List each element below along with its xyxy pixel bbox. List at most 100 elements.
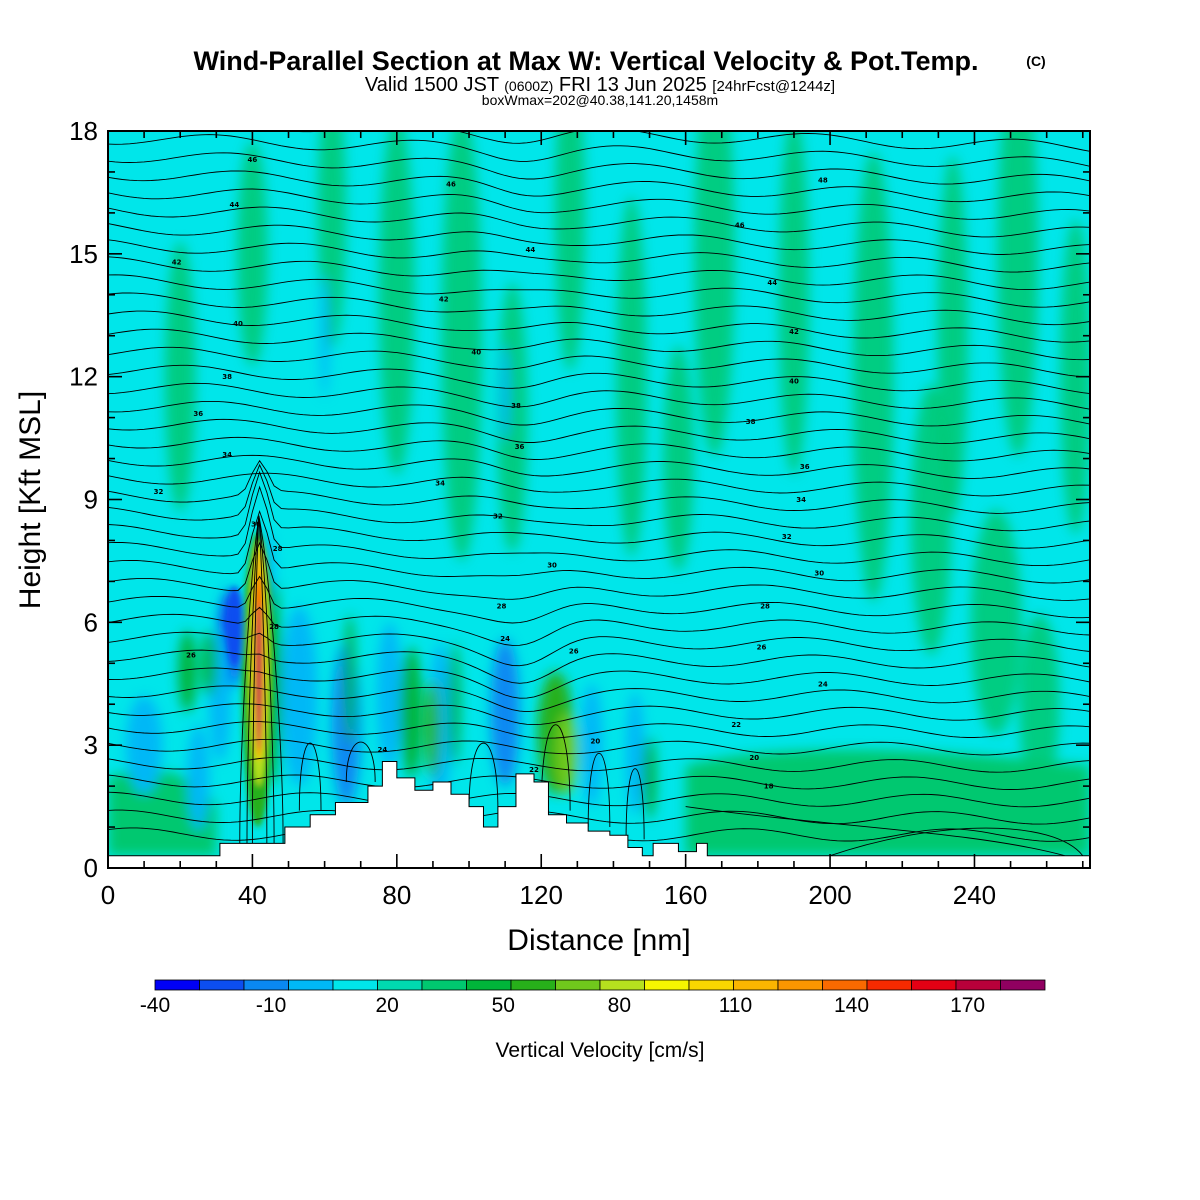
theta-contour-label: 38 [222,373,232,381]
theta-isentrope [286,131,1090,152]
theta-contour-label: 28 [497,602,507,610]
colorbar-swatch [911,979,957,991]
theta-contour-label: 24 [378,746,388,754]
theta-isentrope [108,274,1090,308]
theta-isentrope [108,631,1090,667]
colorbar-tick-label: 170 [950,994,985,1017]
theta-isentrope [108,292,1090,326]
chart-subtitle: Valid 1500 JST (0600Z) FRI 13 Jun 2025 [… [365,74,835,96]
chart-subtitle-boxwmax: boxWmax=202@40.38,141.20,1458m [482,92,718,108]
theta-low-contour [468,742,499,811]
theta-contour-label: 32 [493,512,503,520]
colorbar-tick-label: 50 [492,994,515,1017]
subtitle-valid: Valid 1500 JST [365,74,499,96]
colorbar-tick-label: 140 [834,994,869,1017]
theta-core-contour [251,515,260,844]
theta-isentrope [108,328,1090,361]
colorbar-swatch [866,979,912,991]
theta-isentrope [108,436,1090,462]
colorbar-swatch [288,979,334,991]
theta-isentrope [108,649,1090,684]
theta-core-contour [239,515,260,844]
colorbar-swatch [154,979,200,991]
theta-contour-label: 28 [273,545,283,553]
colorbar [154,979,1046,991]
theta-isentrope [108,541,1090,601]
plot-area: 46 46 48 44 46 44 42 44 42 40 42 40 38 40 38 36 38 36 34 36… [108,131,1090,868]
theta-contour-label: 30 [547,562,557,570]
theta-contour-label: 24 [818,680,828,688]
theta-low-contour [625,768,645,840]
theta-isentrope [108,575,1090,624]
theta-contour-label: 46 [446,181,456,189]
y-tick-label: 6 [84,607,98,637]
theta-contour-label: 26 [186,652,196,660]
theta-contour-label: 24 [500,635,510,643]
theta-isentrope [108,472,1090,497]
theta-contour-label: 34 [796,496,806,504]
y-tick-label: 15 [69,239,98,269]
colorbar-swatch [510,979,556,991]
theta-isentrope [108,509,1090,584]
theta-isentrope [108,485,1090,567]
colorbar-tick-labels: -40 -10 20 50 80 110 140 170 [140,994,985,1017]
colorbar-tick-label: 20 [375,994,398,1017]
colorbar-swatch [466,979,512,991]
x-tick-label: 0 [101,880,115,910]
colorbar-tick-label: 80 [608,994,631,1017]
theta-isentrope [108,134,1090,167]
theta-isentrope [108,756,1090,773]
theta-isentrope [108,791,1090,808]
theta-isentrope [108,206,1090,238]
colorbar-swatch [644,979,690,991]
theta-low-contour [587,753,611,828]
y-tick-labels: 0 3 6 9 12 15 18 [69,116,98,883]
theta-contour-label: 36 [800,463,810,471]
theta-isentrope [108,463,1090,532]
theta-isentrope [108,459,1090,514]
colorbar-swatch [377,979,423,991]
y-tick-label: 18 [69,116,98,146]
theta-contour-label: 28 [760,602,770,610]
theta-isentrope [108,809,1090,825]
theta-low-contour [298,742,322,811]
theta-low-contour [345,741,376,783]
x-tick-label: 200 [808,880,851,910]
theta-contour-label: 22 [529,766,539,774]
x-axis-label: Distance [nm] [507,924,690,957]
theta-contour-label: 40 [789,377,799,385]
x-tick-label: 80 [382,880,411,910]
colorbar-swatch [955,979,1001,991]
theta-contour-label: 42 [172,259,182,267]
colorbar-swatch [332,979,378,991]
chart-title: Wind-Parallel Section at Max W: Vertical… [194,46,979,76]
theta-contour-label: 32 [154,488,164,496]
theta-isentrope [108,685,1090,713]
theta-contour-label: 20 [591,738,601,746]
theta-isentrope [108,703,1090,726]
theta-isentrope [108,364,1090,395]
colorbar-swatch [421,979,467,991]
theta-core-contour [246,515,260,844]
theta-low-contour [685,806,1065,857]
colorbar-swatch [599,979,645,991]
theta-contour-label: 34 [435,480,445,488]
theta-isentrope [108,418,1090,444]
colorbar-label: Vertical Velocity [cm/s] [496,1039,705,1062]
theta-isentrope [108,667,1090,699]
theta-contour-label: 48 [818,177,828,185]
subtitle-forecast: [24hrFcst@1244z] [712,78,835,95]
colorbar-swatch [733,979,779,991]
terrain-mask [108,761,1090,868]
subtitle-utc: (0600Z) [504,78,553,94]
theta-isentrope [108,188,1090,220]
theta-isentrope [108,400,1090,427]
y-axis-label: Height [Kft MSL] [14,391,47,609]
subtitle-date: FRI 13 Jun 2025 [559,74,707,96]
y-tick-label: 3 [84,730,98,760]
colorbar-tick-label: -40 [140,994,170,1017]
colorbar-swatch [777,979,823,991]
theta-isentrope [108,310,1090,343]
theta-core-contour [258,515,268,844]
theta-contour-label: 36 [515,443,525,451]
